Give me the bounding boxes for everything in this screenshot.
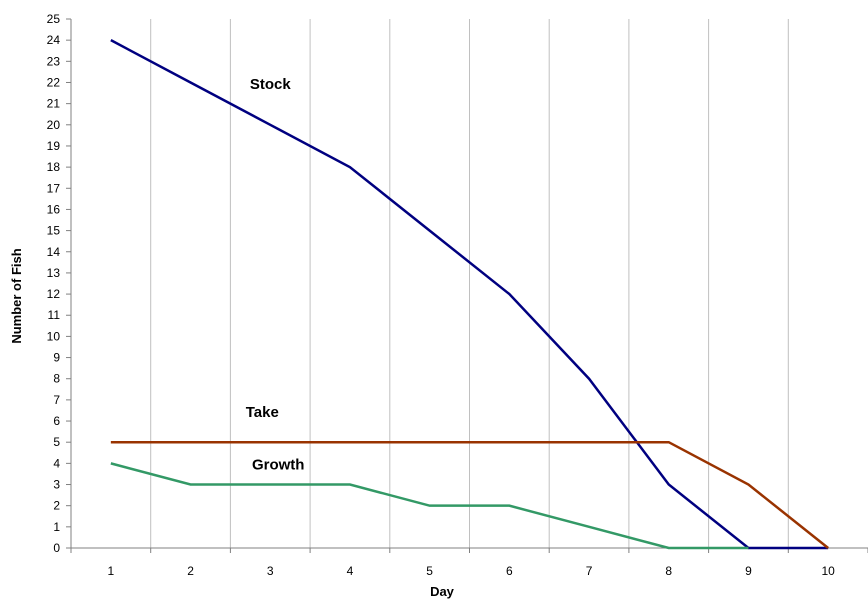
y-tick-label: 7: [53, 393, 60, 407]
x-tick-label: 10: [821, 564, 835, 578]
x-axis-label: Day: [430, 584, 455, 599]
y-tick-label: 6: [53, 414, 60, 428]
y-tick-label: 12: [47, 287, 61, 301]
y-tick-label: 13: [47, 266, 61, 280]
y-tick-label: 1: [53, 520, 60, 534]
y-tick-label: 8: [53, 372, 60, 386]
y-tick-label: 18: [47, 160, 61, 174]
y-tick-label: 14: [47, 245, 61, 259]
y-tick-label: 11: [48, 308, 61, 322]
y-tick-label: 15: [47, 224, 61, 238]
y-tick-label: 24: [47, 33, 61, 47]
x-tick-label: 3: [267, 564, 274, 578]
y-tick-label: 21: [47, 97, 61, 111]
gridlines: [151, 19, 789, 548]
series-annotations: Stock Take Growth: [246, 76, 305, 474]
series-annotation-stock: Stock: [250, 76, 292, 93]
series-annotation-take: Take: [246, 404, 279, 421]
y-tick-label: 3: [53, 478, 60, 492]
axes: 0123456789101112131415161718192021222324…: [47, 12, 868, 578]
y-tick-label: 22: [47, 75, 61, 89]
y-tick-label: 17: [47, 181, 61, 195]
y-tick-label: 2: [53, 499, 60, 513]
y-tick-label: 25: [47, 12, 61, 26]
y-tick-label: 19: [47, 139, 61, 153]
y-tick-label: 10: [47, 329, 61, 343]
y-tick-label: 16: [47, 202, 61, 216]
y-tick-label: 4: [53, 456, 60, 470]
y-axis-label: Number of Fish: [9, 248, 24, 343]
y-tick-label: 20: [47, 118, 61, 132]
x-tick-label: 2: [187, 564, 194, 578]
y-tick-label: 0: [53, 541, 60, 555]
x-tick-label: 9: [745, 564, 752, 578]
x-tick-label: 5: [426, 564, 433, 578]
x-tick-label: 7: [586, 564, 593, 578]
x-tick-label: 8: [665, 564, 672, 578]
y-tick-label: 23: [47, 54, 61, 68]
y-tick-label: 5: [53, 435, 60, 449]
series-annotation-growth: Growth: [252, 457, 305, 474]
y-tick-label: 9: [53, 351, 60, 365]
x-tick-label: 4: [347, 564, 354, 578]
x-tick-label: 6: [506, 564, 513, 578]
x-tick-label: 1: [108, 564, 115, 578]
